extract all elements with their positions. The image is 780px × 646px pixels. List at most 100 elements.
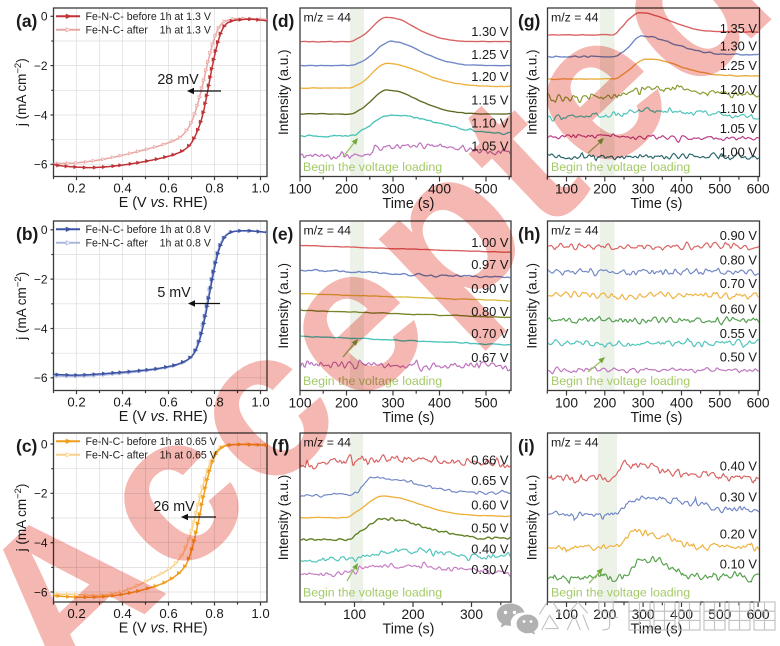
- svg-text:Time (s): Time (s): [383, 410, 435, 426]
- svg-text:100: 100: [555, 182, 578, 197]
- svg-text:m/z = 44: m/z = 44: [551, 11, 599, 25]
- svg-text:Time (s): Time (s): [631, 196, 683, 212]
- svg-text:1.15 V: 1.15 V: [471, 93, 509, 108]
- svg-text:0.30 V: 0.30 V: [720, 490, 758, 505]
- svg-text:1.10 V: 1.10 V: [720, 101, 758, 116]
- svg-text:1.30 V: 1.30 V: [471, 24, 509, 39]
- svg-text:Begin the voltage loading: Begin the voltage loading: [303, 586, 442, 600]
- svg-text:0.60 V: 0.60 V: [471, 497, 509, 512]
- svg-text:0.70 V: 0.70 V: [720, 276, 758, 291]
- svg-text:0.80 V: 0.80 V: [720, 253, 758, 268]
- svg-text:1.05 V: 1.05 V: [471, 139, 509, 154]
- svg-text:E (V vs. RHE): E (V vs. RHE): [119, 409, 208, 425]
- svg-text:Intensity (a.u.): Intensity (a.u.): [276, 49, 291, 135]
- svg-text:(h): (h): [518, 224, 540, 244]
- svg-text:m/z = 44: m/z = 44: [551, 224, 599, 238]
- svg-text:26 mV: 26 mV: [153, 499, 195, 515]
- svg-text:−2: −2: [34, 272, 48, 286]
- svg-text:Fe-N-C- after 1h at 0.8 V: Fe-N-C- after 1h at 0.8 V: [86, 238, 212, 250]
- svg-text:m/z = 44: m/z = 44: [304, 436, 352, 450]
- svg-text:0.10 V: 0.10 V: [720, 556, 758, 571]
- svg-text:100: 100: [343, 607, 366, 622]
- svg-text:0.2: 0.2: [67, 181, 85, 196]
- svg-text:1.10 V: 1.10 V: [471, 116, 509, 131]
- svg-text:1.20 V: 1.20 V: [720, 82, 758, 97]
- svg-text:0.50 V: 0.50 V: [471, 521, 509, 536]
- svg-text:(e): (e): [272, 224, 293, 244]
- svg-text:200: 200: [401, 607, 424, 622]
- svg-text:Fe-N-C- after 1h at 1.3 V: Fe-N-C- after 1h at 1.3 V: [86, 25, 212, 37]
- svg-text:Intensity (a.u.): Intensity (a.u.): [525, 263, 540, 349]
- svg-text:1.35 V: 1.35 V: [720, 21, 758, 36]
- svg-text:j (mA cm−2): j (mA cm−2): [13, 58, 29, 127]
- svg-text:(a): (a): [16, 11, 37, 31]
- svg-text:100: 100: [555, 607, 578, 622]
- svg-text:−2: −2: [34, 487, 48, 501]
- svg-text:E (V vs. RHE): E (V vs. RHE): [119, 195, 208, 211]
- svg-text:5 mV: 5 mV: [157, 285, 191, 301]
- svg-text:1.25 V: 1.25 V: [471, 47, 509, 62]
- svg-text:0.40 V: 0.40 V: [471, 542, 509, 557]
- svg-text:300: 300: [381, 182, 404, 197]
- svg-text:600: 600: [747, 396, 770, 411]
- svg-text:−6: −6: [34, 371, 48, 385]
- svg-text:300: 300: [632, 396, 655, 411]
- svg-text:0.20 V: 0.20 V: [720, 526, 758, 541]
- svg-text:1.0: 1.0: [251, 395, 269, 410]
- svg-text:200: 200: [335, 396, 358, 411]
- svg-text:Fe-N-C- before 1h at 0.8 V: Fe-N-C- before 1h at 0.8 V: [86, 224, 212, 236]
- svg-text:0.65 V: 0.65 V: [471, 473, 509, 488]
- svg-text:1.0: 1.0: [251, 181, 269, 196]
- svg-text:0.6: 0.6: [159, 181, 177, 196]
- svg-text:300: 300: [460, 607, 483, 622]
- svg-text:E (V vs. RHE): E (V vs. RHE): [119, 621, 208, 637]
- svg-text:400: 400: [428, 396, 451, 411]
- svg-text:0.70 V: 0.70 V: [471, 326, 509, 341]
- svg-text:−4: −4: [34, 536, 48, 550]
- svg-text:−6: −6: [34, 158, 48, 172]
- svg-text:(c): (c): [16, 436, 37, 456]
- svg-text:0.60 V: 0.60 V: [720, 302, 758, 317]
- svg-text:0.8: 0.8: [205, 606, 223, 621]
- svg-text:0.40 V: 0.40 V: [720, 458, 758, 473]
- svg-text:0: 0: [41, 10, 48, 24]
- svg-text:400: 400: [670, 396, 693, 411]
- svg-text:0.8: 0.8: [205, 395, 223, 410]
- svg-text:(f): (f): [272, 436, 289, 456]
- svg-text:m/z = 44: m/z = 44: [304, 224, 352, 238]
- svg-text:1.05 V: 1.05 V: [720, 121, 758, 136]
- svg-text:Time (s): Time (s): [383, 196, 435, 212]
- svg-text:300: 300: [632, 182, 655, 197]
- svg-text:0.55 V: 0.55 V: [720, 326, 758, 341]
- svg-text:500: 500: [474, 182, 497, 197]
- svg-text:0.8: 0.8: [205, 181, 223, 196]
- svg-text:m/z = 44: m/z = 44: [551, 436, 599, 450]
- svg-text:m/z = 44: m/z = 44: [304, 11, 352, 25]
- svg-text:0: 0: [41, 437, 48, 451]
- svg-text:Begin the voltage loading: Begin the voltage loading: [303, 374, 442, 388]
- svg-text:−2: −2: [34, 59, 48, 73]
- svg-text:0.6: 0.6: [159, 606, 177, 621]
- svg-text:0.90 V: 0.90 V: [720, 228, 758, 243]
- svg-text:0.50 V: 0.50 V: [720, 350, 758, 365]
- svg-text:0.2: 0.2: [67, 395, 85, 410]
- svg-text:Begin the voltage loading: Begin the voltage loading: [551, 586, 690, 600]
- svg-text:0.4: 0.4: [113, 395, 131, 410]
- svg-text:Begin the voltage loading: Begin the voltage loading: [303, 160, 442, 174]
- svg-text:400: 400: [670, 182, 693, 197]
- svg-text:0.66 V: 0.66 V: [471, 452, 509, 467]
- svg-text:0.4: 0.4: [113, 606, 131, 621]
- svg-text:0.4: 0.4: [113, 181, 131, 196]
- svg-text:200: 200: [335, 182, 358, 197]
- svg-text:200: 200: [593, 396, 616, 411]
- svg-text:Fe-N-C- after 1h at 0.65 V: Fe-N-C- after 1h at 0.65 V: [86, 450, 218, 462]
- svg-text:500: 500: [708, 607, 731, 622]
- svg-text:0.80 V: 0.80 V: [471, 304, 509, 319]
- svg-text:1.00 V: 1.00 V: [471, 235, 509, 250]
- svg-text:600: 600: [747, 182, 770, 197]
- svg-text:400: 400: [428, 182, 451, 197]
- svg-text:j (mA cm−2): j (mA cm−2): [13, 272, 29, 341]
- svg-text:500: 500: [708, 182, 731, 197]
- svg-text:Intensity (a.u.): Intensity (a.u.): [525, 475, 540, 561]
- svg-text:Intensity (a.u.): Intensity (a.u.): [276, 475, 291, 561]
